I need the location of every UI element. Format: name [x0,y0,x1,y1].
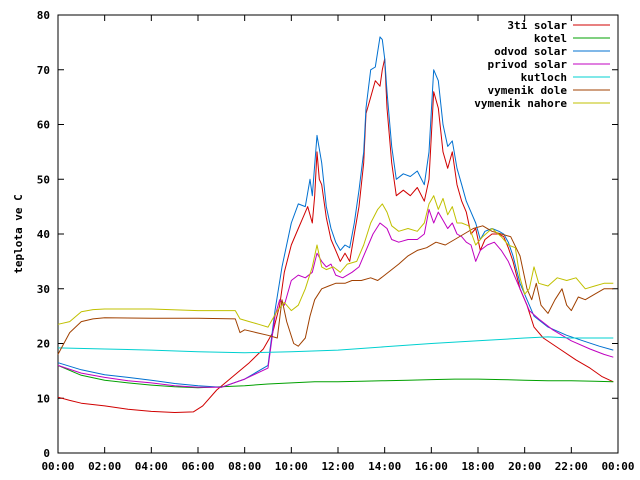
x-tick-label: 16:00 [415,460,448,473]
x-tick-label: 08:00 [228,460,261,473]
series-line-vymenik-dole [57,225,614,355]
series-line-privod-solar [57,208,614,388]
series-line-3ti-solar [57,58,614,413]
x-tick-label: 12:00 [321,460,354,473]
series-line-kutloch [57,336,614,354]
x-tick-label: 18:00 [461,460,494,473]
legend-label: kotel [534,32,567,45]
legend-label: vymenik nahore [474,97,567,110]
legend-label: privod solar [488,58,568,71]
y-tick-label: 50 [37,173,50,186]
y-tick-label: 10 [37,392,50,405]
y-tick-label: 70 [37,64,50,77]
series-line-odvod-solar [57,36,614,388]
legend-label: odvod solar [494,45,567,58]
x-tick-label: 02:00 [88,460,121,473]
y-tick-label: 0 [43,447,50,460]
legend-label: kutloch [521,71,567,84]
y-tick-label: 20 [37,338,50,351]
x-tick-label: 00:00 [601,460,634,473]
x-tick-label: 22:00 [555,460,588,473]
x-tick-label: 20:00 [508,460,541,473]
x-tick-label: 14:00 [368,460,401,473]
y-tick-label: 80 [37,9,50,22]
x-tick-label: 10:00 [275,460,308,473]
series-line-kotel [57,364,614,389]
y-tick-label: 40 [37,228,50,241]
series-line-vymenik-nahore [57,195,614,328]
y-tick-label: 30 [37,283,50,296]
x-tick-label: 00:00 [41,460,74,473]
x-tick-label: 04:00 [135,460,168,473]
legend-label: 3ti solar [507,19,567,32]
legend-label: vymenik dole [488,84,568,97]
y-axis-label: teplota ve C [12,194,25,273]
y-tick-label: 60 [37,119,50,132]
x-tick-label: 06:00 [181,460,214,473]
